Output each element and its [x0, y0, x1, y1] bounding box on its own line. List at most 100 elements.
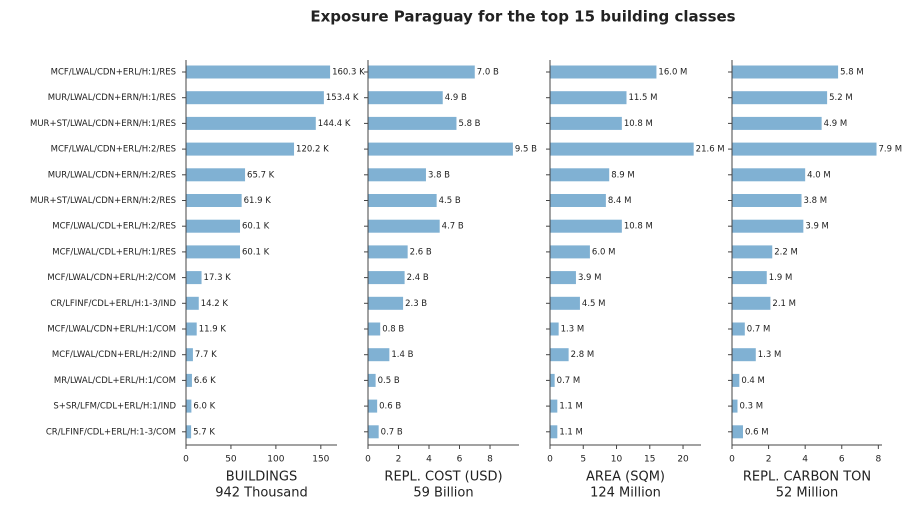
bar — [368, 271, 405, 285]
chart-title: Exposure Paraguay for the top 15 buildin… — [310, 8, 735, 26]
bar — [368, 219, 440, 233]
bar — [368, 245, 408, 259]
bar — [186, 296, 199, 310]
value-label: 2.6 B — [410, 247, 432, 257]
bar — [186, 322, 197, 336]
value-label: 4.9 M — [824, 119, 848, 129]
value-label: 1.4 B — [391, 350, 413, 360]
bar — [732, 296, 771, 310]
category-label: MUR+ST/LWAL/CDN+ERN/H:2/RES — [30, 196, 176, 206]
value-label: 8.4 M — [608, 196, 632, 206]
value-label: 2.2 M — [774, 247, 798, 257]
bar — [368, 65, 475, 79]
bar — [732, 271, 767, 285]
bar — [186, 271, 202, 285]
value-label: 0.3 M — [739, 402, 763, 412]
value-label: 6.6 K — [194, 376, 216, 386]
category-label: MR/LWAL/CDL+ERL/H:1/COM — [54, 376, 176, 386]
x-tick-label: 6 — [457, 455, 463, 465]
bar — [368, 91, 443, 105]
category-label: MCF/LWAL/CDN+ERL/H:1/COM — [47, 325, 176, 335]
value-label: 0.8 B — [382, 325, 404, 335]
x-tick-label: 6 — [839, 455, 845, 465]
value-label: 120.2 K — [296, 145, 329, 155]
value-label: 11.9 K — [199, 325, 227, 335]
value-label: 1.9 M — [769, 273, 793, 283]
value-label: 17.3 K — [204, 273, 232, 283]
category-label: MCF/LWAL/CDL+ERL/H:2/RES — [52, 222, 176, 232]
bar — [186, 142, 295, 156]
x-tick-label: 8 — [487, 455, 493, 465]
value-label: 60.1 K — [242, 247, 270, 257]
category-label: CR/LFINF/CDL+ERL/H:1-3/COM — [46, 427, 176, 437]
value-label: 0.6 B — [379, 402, 401, 412]
bar — [732, 399, 738, 413]
x-tick-label: 8 — [875, 455, 881, 465]
bar — [550, 348, 569, 362]
value-label: 0.4 M — [741, 376, 765, 386]
value-label: 11.5 M — [628, 93, 657, 103]
bar — [550, 142, 694, 156]
bar — [368, 116, 457, 130]
category-label: CR/LFINF/CDL+ERL/H:1-3/IND — [50, 299, 176, 309]
value-label: 0.7 M — [747, 325, 771, 335]
bar — [732, 348, 756, 362]
bar — [732, 116, 822, 130]
bar — [186, 373, 192, 387]
bar — [550, 373, 555, 387]
value-label: 1.3 M — [561, 325, 585, 335]
bar — [186, 245, 241, 259]
value-label: 0.7 M — [557, 376, 581, 386]
value-label: 1.3 M — [758, 350, 782, 360]
bar — [732, 245, 773, 259]
x-tick-label: 50 — [225, 455, 237, 465]
bar — [732, 322, 745, 336]
value-label: 1.1 M — [559, 402, 583, 412]
bar — [550, 91, 627, 105]
value-label: 4.7 B — [442, 222, 464, 232]
value-label: 7.7 K — [195, 350, 217, 360]
bar — [186, 65, 331, 79]
bar — [368, 399, 378, 413]
value-label: 5.8 B — [458, 119, 480, 129]
bar — [550, 296, 580, 310]
bar — [368, 296, 404, 310]
value-label: 7.9 M — [879, 145, 903, 155]
value-label: 14.2 K — [201, 299, 229, 309]
value-label: 65.7 K — [247, 170, 275, 180]
category-label: MUR/LWAL/CDN+ERN/H:1/RES — [48, 93, 176, 103]
bar — [368, 348, 390, 362]
value-label: 3.9 M — [805, 222, 829, 232]
x-axis-total: 124 Million — [590, 486, 661, 501]
value-label: 2.8 M — [571, 350, 595, 360]
bar — [550, 425, 558, 439]
x-axis-total: 59 Billion — [413, 486, 473, 501]
x-tick-label: 0 — [365, 455, 371, 465]
value-label: 2.1 M — [772, 299, 796, 309]
bar — [186, 425, 192, 439]
value-label: 5.8 M — [840, 68, 864, 78]
bar — [732, 168, 806, 182]
category-label: MUR/LWAL/CDN+ERN/H:2/RES — [48, 170, 176, 180]
category-label: S+SR/LFM/CDL+ERL/H:1/IND — [53, 402, 176, 412]
value-label: 9.5 B — [515, 145, 537, 155]
value-label: 8.9 M — [611, 170, 635, 180]
category-label: MCF/LWAL/CDN+ERL/H:2/COM — [47, 273, 176, 283]
value-label: 160.3 K — [332, 68, 365, 78]
x-axis-total: 52 Million — [776, 486, 839, 501]
bar — [368, 142, 513, 156]
bar — [550, 194, 606, 207]
bar — [368, 425, 379, 439]
value-label: 60.1 K — [242, 222, 270, 232]
x-tick-label: 4 — [426, 455, 432, 465]
x-axis-label: BUILDINGS — [226, 470, 297, 485]
value-label: 2.4 B — [407, 273, 429, 283]
bar — [550, 168, 610, 182]
bar — [732, 142, 877, 156]
bar — [732, 65, 839, 79]
bar — [550, 65, 657, 79]
x-tick-label: 5 — [580, 455, 586, 465]
value-label: 1.1 M — [559, 427, 583, 437]
value-label: 61.9 K — [244, 196, 272, 206]
